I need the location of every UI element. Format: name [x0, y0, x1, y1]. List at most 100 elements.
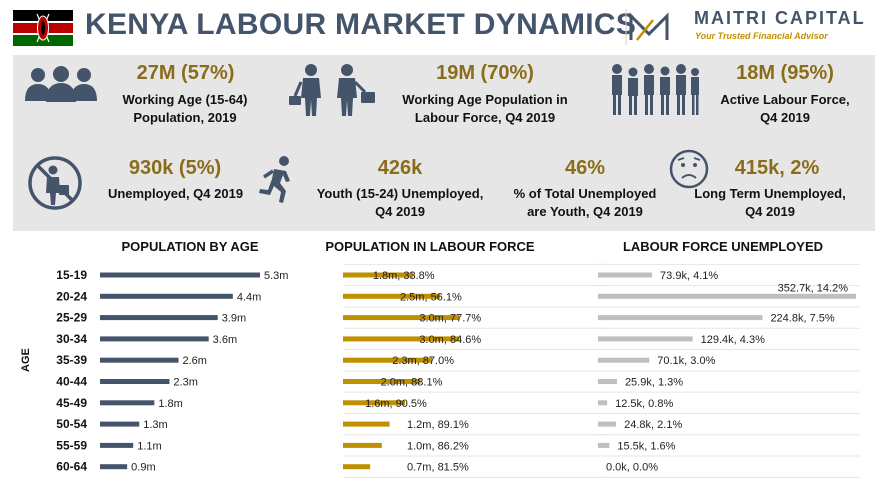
bar [100, 315, 218, 321]
bar-data-label: 15.5k, 1.6% [617, 440, 675, 452]
age-tick-label: 40-44 [56, 375, 87, 389]
bar [598, 379, 617, 384]
maitri-logo-icon [625, 9, 669, 45]
kpi-labour-force-label-1: Working Age Population in [402, 92, 568, 107]
bar [100, 336, 209, 342]
brand-name: MAITRI CAPITAL [694, 8, 866, 28]
age-tick-label: 20-24 [56, 289, 87, 303]
bar-data-label: 1.8m [158, 398, 182, 410]
bar [343, 315, 460, 321]
bar [343, 336, 460, 342]
bar [598, 357, 650, 363]
kpi-working-age-value: 27M (57%) [136, 62, 235, 84]
bar-data-label: 70.1k, 3.0% [657, 355, 715, 367]
bar [100, 464, 128, 470]
kpi-unemployed-label: Unemployed, Q4 2019 [107, 186, 244, 201]
bar-data-label: 2.6m [182, 355, 206, 367]
kpi-youth-share-label-2: are Youth, Q4 2019 [527, 204, 643, 219]
brand-tagline: Your Trusted Financial Advisor [695, 31, 828, 41]
bar-data-label: 3.0m, 77.7% [419, 313, 481, 325]
bar [100, 272, 260, 278]
bar [100, 357, 179, 363]
kpi-panel [13, 55, 875, 231]
bar-data-label: 1.2m, 89.1% [407, 419, 469, 431]
bar [598, 315, 763, 321]
bar-data-label: 2.0m, 88.1% [381, 377, 443, 389]
kpi-youth-unemployed-label-1: Youth (15-24) Unemployed, [316, 186, 484, 201]
bar [343, 421, 390, 427]
age-tick-label: 15-19 [56, 268, 87, 282]
bar-data-label: 24.8k, 2.1% [624, 419, 682, 431]
bar [100, 442, 134, 448]
age-tick-label: 50-54 [56, 417, 87, 431]
bar-data-label: 1.8m, 33.8% [373, 270, 435, 282]
bar [100, 421, 140, 427]
bar-data-label: 5.3m [264, 270, 288, 282]
kpi-youth-unemployed-label-2: Q4 2019 [375, 204, 425, 219]
bar-data-label: 224.8k, 7.5% [770, 313, 834, 325]
bar-data-label: 352.7k, 14.2% [778, 282, 849, 294]
bar [343, 464, 371, 470]
age-tick-label: 35-39 [56, 353, 87, 367]
bar [343, 400, 406, 406]
kpi-youth-share-label-1: % of Total Unemployed [513, 186, 657, 201]
bar [100, 400, 155, 406]
kenya-flag-icon [13, 10, 73, 46]
kpi-labour-force-label-2: Labour Force, Q4 2019 [414, 110, 556, 125]
bar-data-label: 0.9m [131, 462, 155, 474]
bar-data-label: 2.3m [173, 377, 197, 389]
bar [343, 442, 382, 448]
age-tick-label: 55-59 [56, 438, 87, 452]
bar-data-label: 3.6m [213, 334, 237, 346]
kpi-working-age-label-1: Working Age (15-64) [122, 92, 248, 107]
kpi-active-labour-label-2: Q4 2019 [760, 110, 810, 125]
businessmen-icon [289, 64, 375, 116]
bar [598, 272, 653, 278]
bar-data-label: 0.7m, 81.5% [407, 462, 469, 474]
chart-title-labour-force: POPULATION IN LABOUR FORCE [325, 239, 535, 254]
bar-data-label: 2.3m, 87.0% [392, 355, 454, 367]
sad-face-icon [669, 149, 709, 189]
kpi-active-labour-value: 18M (95%) [736, 62, 834, 84]
bar [343, 272, 413, 278]
kpi-youth-unemployed-value: 426k [377, 157, 423, 179]
bar-data-label: 1.3m [143, 419, 167, 431]
kpi-long-term-value: 415k, 2% [734, 157, 820, 179]
bar [598, 442, 610, 448]
kpi-labour-force-value: 19M (70%) [436, 62, 534, 84]
bar-data-label: 1.1m [137, 440, 161, 452]
bar-data-label: 1.6m, 90.5% [365, 398, 427, 410]
bar [343, 293, 440, 299]
bar-data-label: 2.5m, 56.1% [400, 291, 462, 303]
kpi-working-age-label-2: Population, 2019 [133, 110, 237, 125]
bar-data-label: 12.5k, 0.8% [615, 398, 673, 410]
bar [100, 379, 170, 384]
bar-data-label: 0.0k, 0.0% [606, 462, 658, 474]
kpi-long-term-label-1: Long Term Unemployed, [694, 186, 846, 201]
bar [343, 379, 421, 384]
bar [598, 336, 693, 342]
bar-charts: 15-19 20-24 25-29 30-34 35-39 40-44 45-49 50-54… [56, 263, 860, 478]
age-tick-label: 25-29 [56, 311, 87, 325]
kpi-long-term-label-2: Q4 2019 [745, 204, 795, 219]
kpi-youth-share-value: 46% [564, 157, 606, 179]
age-tick-label: 60-64 [56, 460, 87, 474]
bar-data-label: 1.0m, 86.2% [407, 440, 469, 452]
kpi-active-labour-label-1: Active Labour Force, [720, 92, 850, 107]
age-tick-label: 30-34 [56, 332, 87, 346]
unemployed-no-work-icon [28, 156, 82, 210]
bar-data-label: 4.4m [237, 291, 261, 303]
bar-data-label: 73.9k, 4.1% [660, 270, 718, 282]
bar-data-label: 129.4k, 4.3% [701, 334, 765, 346]
page-title: KENYA LABOUR MARKET DYNAMICS [85, 8, 637, 41]
bar [598, 293, 856, 299]
bar [343, 357, 433, 363]
age-tick-label: 45-49 [56, 396, 87, 410]
running-youth-icon [259, 156, 290, 203]
bar-data-label: 3.0m, 84.6% [419, 334, 481, 346]
people-group-icon [25, 66, 97, 102]
kpi-unemployed-value: 930k (5%) [128, 157, 222, 179]
bar [598, 421, 617, 427]
bar [598, 400, 608, 406]
workforce-crowd-icon [612, 64, 699, 115]
